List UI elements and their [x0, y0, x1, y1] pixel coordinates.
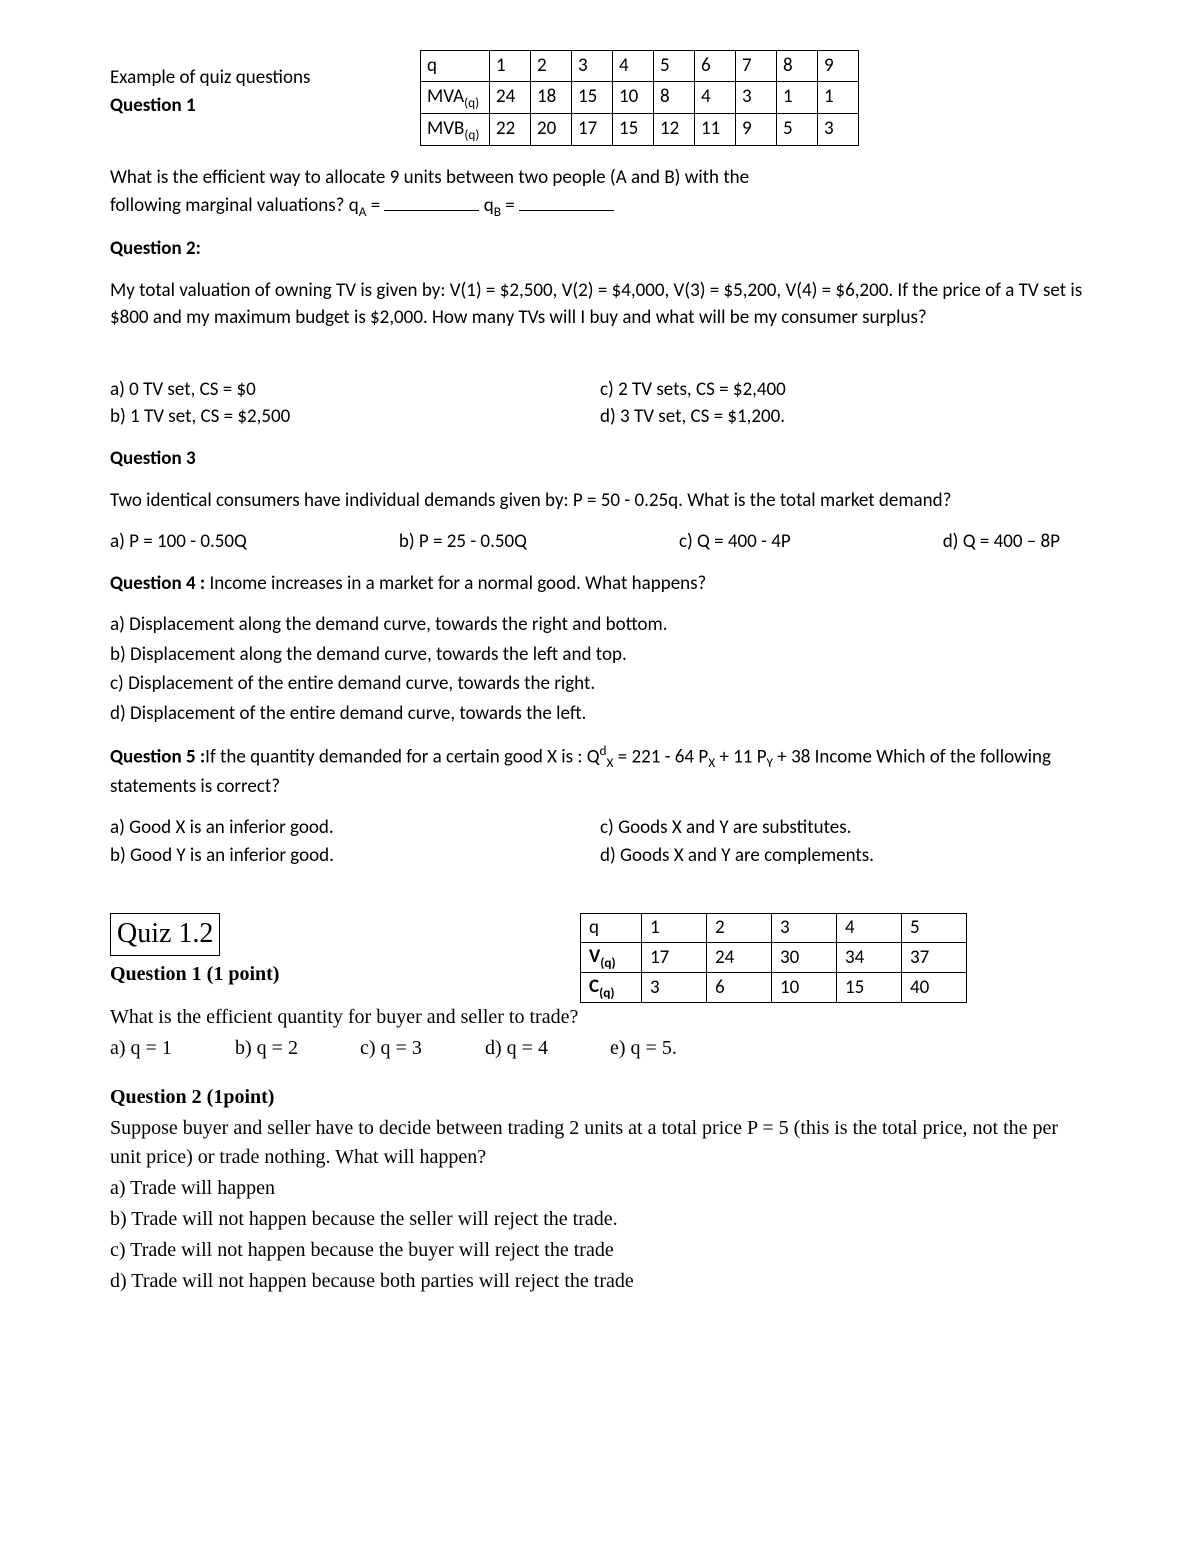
question-4-title: Question 4 : — [110, 572, 205, 595]
s2q1-a: a) q = 1 — [110, 1034, 230, 1063]
table1-mva-label: MVA(q) — [421, 81, 490, 113]
s2q1-text: What is the efficient quantity for buyer… — [110, 1003, 1090, 1032]
s2q2-a: a) Trade will happen — [110, 1174, 1090, 1203]
q3-option-a: a) P = 100 - 0.50Q — [110, 528, 247, 556]
q5-option-a: a) Good X is an inferior good. — [110, 814, 600, 842]
header-left: Example of quiz questions Question 1 — [110, 50, 420, 119]
q5-options: a) Good X is an inferior good. b) Good Y… — [110, 814, 1090, 869]
question-4-line: Question 4 : Income increases in a marke… — [110, 570, 1090, 598]
question-1-title: Question 1 — [110, 92, 420, 120]
q2-options: a) 0 TV set, CS = $0 b) 1 TV set, CS = $… — [110, 376, 1090, 431]
table2-c-label: C(q) — [581, 973, 642, 1003]
s2q2-title: Question 2 (1point) — [110, 1083, 1090, 1112]
s2q1-b: b) q = 2 — [235, 1034, 355, 1063]
s2q1-c: c) q = 3 — [360, 1034, 480, 1063]
table2-v-label: V(q) — [581, 942, 642, 972]
q5-option-d: d) Goods X and Y are complements. — [600, 842, 1090, 870]
q4-option-b: b) Displacement along the demand curve, … — [110, 641, 1090, 669]
table2-q-label: q — [581, 914, 642, 943]
quiz12-header-row: Quiz 1.2 Question 1 (1 point) q 1 2 3 4 … — [110, 913, 1090, 1003]
q4-option-c: c) Displacement of the entire demand cur… — [110, 670, 1090, 698]
q3-text: Two identical consumers have individual … — [110, 487, 1090, 515]
question-3-title: Question 3 — [110, 445, 1090, 473]
q3-option-c: c) Q = 400 - 4P — [679, 528, 791, 556]
table1-mvb-label: MVB(q) — [421, 113, 490, 145]
blank-qb[interactable] — [519, 191, 614, 211]
blank-qa[interactable] — [384, 191, 479, 211]
s2q2-d: d) Trade will not happen because both pa… — [110, 1267, 1090, 1296]
s2q2-c: c) Trade will not happen because the buy… — [110, 1236, 1090, 1265]
q1-text: What is the efficient way to allocate 9 … — [110, 164, 1090, 222]
table1-q-label: q — [421, 51, 490, 82]
s2q2-text: Suppose buyer and seller have to decide … — [110, 1114, 1090, 1172]
q5-option-c: c) Goods X and Y are substitutes. — [600, 814, 1090, 842]
q3-options: a) P = 100 - 0.50Q b) P = 25 - 0.50Q c) … — [110, 528, 1090, 556]
quiz12-table-wrap: q 1 2 3 4 5 V(q) 17 24 30 34 37 C(q) 3 6… — [580, 913, 967, 1003]
q5-option-b: b) Good Y is an inferior good. — [110, 842, 600, 870]
q4-option-d: d) Displacement of the entire demand cur… — [110, 700, 1090, 728]
q4-options: a) Displacement along the demand curve, … — [110, 611, 1090, 727]
question-5-line: Question 5 :If the quantity demanded for… — [110, 741, 1090, 800]
s2q1-d: d) q = 4 — [485, 1034, 605, 1063]
question-5-title: Question 5 : — [110, 746, 205, 769]
q3-option-b: b) P = 25 - 0.50Q — [399, 528, 527, 556]
q3-option-d: d) Q = 400 – 8P — [943, 528, 1060, 556]
section2-q1-title: Question 1 (1 point) — [110, 960, 580, 989]
section2-q1-body: What is the efficient quantity for buyer… — [110, 1003, 1090, 1063]
marginal-valuation-table: q 1 2 3 4 5 6 7 8 9 MVA(q) 24 18 15 10 8… — [420, 50, 859, 146]
header-right: q 1 2 3 4 5 6 7 8 9 MVA(q) 24 18 15 10 8… — [420, 50, 1090, 146]
intro-text: Example of quiz questions — [110, 64, 420, 92]
q2-text: My total valuation of owning TV is given… — [110, 277, 1090, 332]
s2q1-options: a) q = 1 b) q = 2 c) q = 3 d) q = 4 e) q… — [110, 1034, 1090, 1063]
vc-table: q 1 2 3 4 5 V(q) 17 24 30 34 37 C(q) 3 6… — [580, 913, 967, 1003]
q2-option-b: b) 1 TV set, CS = $2,500 — [110, 403, 600, 431]
section2-q2: Question 2 (1point) Suppose buyer and se… — [110, 1083, 1090, 1296]
s2q1-e: e) q = 5. — [610, 1034, 730, 1063]
q2-option-d: d) 3 TV set, CS = $1,200. — [600, 403, 1090, 431]
question-2-title: Question 2: — [110, 235, 1090, 263]
q2-option-a: a) 0 TV set, CS = $0 — [110, 376, 600, 404]
q2-option-c: c) 2 TV sets, CS = $2,400 — [600, 376, 1090, 404]
header-row: Example of quiz questions Question 1 q 1… — [110, 50, 1090, 146]
quiz12-box: Quiz 1.2 — [110, 913, 220, 956]
q4-option-a: a) Displacement along the demand curve, … — [110, 611, 1090, 639]
s2q2-b: b) Trade will not happen because the sel… — [110, 1205, 1090, 1234]
